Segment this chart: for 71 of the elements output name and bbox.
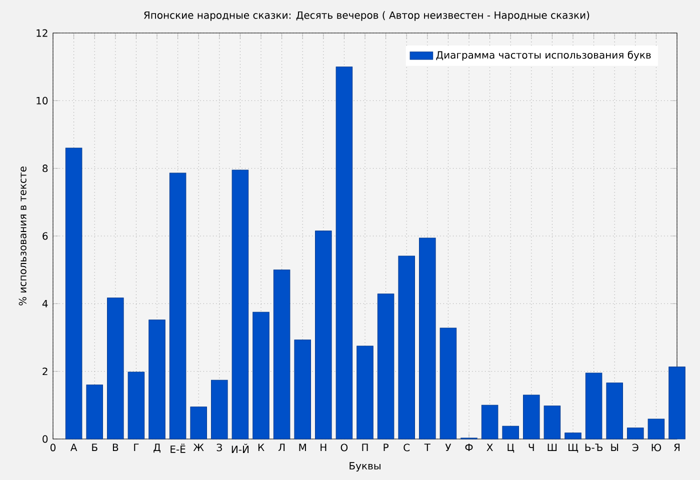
x-tick-label: Э (632, 444, 638, 452)
x-tick-label: З (216, 444, 222, 452)
x-tick-label: Ю (652, 444, 662, 452)
bar (169, 172, 186, 440)
x-tick-label: Л (278, 444, 285, 451)
bar (502, 426, 519, 440)
bar (627, 428, 644, 440)
x-tick-label: К (258, 444, 264, 451)
bar (544, 406, 561, 440)
y-tick-label: 0 (42, 435, 48, 443)
bar (481, 404, 498, 440)
x-tick-label: Х (486, 444, 493, 451)
bar (377, 294, 394, 440)
y-tick-label: 4 (42, 300, 48, 308)
x-tick-label: Е-Ё (170, 444, 186, 453)
bar (128, 372, 145, 440)
bar (585, 372, 602, 440)
y-axis-title: % использования в тексте (18, 166, 26, 306)
y-tick-label: 6 (42, 232, 48, 240)
bar (668, 366, 686, 440)
x-tick-label: Б (92, 444, 98, 451)
bar (65, 148, 82, 440)
x-tick-label: М (299, 444, 306, 451)
chart-title: Японские народные сказки: Десять вечеров ( Автор неизвестен - Народные сказки) (144, 11, 590, 21)
bar (315, 230, 332, 440)
bar (190, 406, 207, 440)
legend-label: Диаграмма частоты использования букв (436, 50, 651, 61)
x-axis-title: Буквы (350, 462, 380, 472)
bar (606, 382, 623, 440)
bar (294, 340, 311, 440)
bar (273, 270, 290, 440)
bar (440, 328, 457, 440)
x-tick-label: Ь-Ъ (585, 444, 602, 451)
x-tick-label: П (362, 444, 368, 451)
y-tick-label: 8 (42, 164, 48, 172)
y-tick-label: 2 (42, 368, 48, 376)
bar (419, 238, 436, 440)
x-tick-label: О (340, 444, 348, 452)
x-tick-label: Т (424, 444, 430, 451)
x-tick-label: Ч (528, 444, 534, 451)
x-tick-label: Н (320, 444, 326, 451)
bar (564, 432, 582, 440)
bar (211, 380, 228, 440)
x-tick-label: Щ (568, 444, 578, 453)
bar (232, 170, 249, 440)
bar (356, 346, 374, 440)
x-tick-label: Г (134, 444, 139, 451)
x-tick-label: А (70, 444, 78, 451)
x-tick-label: Д (154, 444, 160, 453)
x-tick-label: Ш (548, 444, 557, 451)
y-tick-label: 12 (36, 29, 48, 37)
bar (107, 298, 124, 440)
x-tick-label: Я (674, 444, 680, 451)
bar (336, 66, 353, 440)
x-tick-label: И-Й (232, 444, 249, 453)
y-tick-label: 10 (36, 96, 48, 104)
bar (398, 256, 415, 440)
x-tick-label: Ж (193, 444, 204, 451)
x-tick-label: С (404, 444, 410, 452)
bar (148, 320, 166, 440)
x-tick-label: Р (384, 444, 388, 451)
x-tick-label: Ц (508, 444, 514, 453)
x-tick-label: У (445, 444, 452, 451)
x-tick-label: 0 (50, 444, 56, 452)
x-tick-label: В (112, 444, 118, 451)
bar (252, 312, 270, 440)
x-tick-label: Ы (611, 444, 618, 451)
bar (523, 394, 540, 440)
bar (86, 384, 103, 440)
x-tick-label: Ф (465, 444, 473, 451)
bar (648, 418, 665, 440)
